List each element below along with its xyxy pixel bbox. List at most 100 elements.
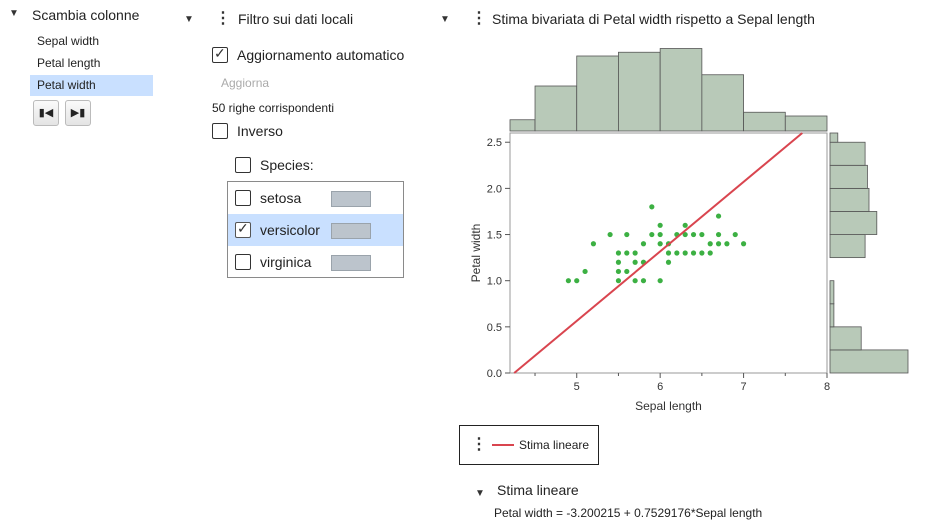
y-histogram: [829, 132, 909, 374]
y-axis-ticks: 0.0 0.5 1.0 1.5 2.0 2.5: [487, 137, 510, 380]
swap-item-petal-length[interactable]: Petal length: [37, 56, 101, 70]
swap-item-petal-width[interactable]: Petal width: [30, 75, 153, 96]
inverse-checkbox[interactable]: [212, 123, 228, 139]
data-point: [715, 241, 722, 247]
update-button[interactable]: Aggiorna: [221, 76, 270, 90]
species-item-virginica[interactable]: virginica: [228, 246, 403, 278]
y-tick-label: 1.0: [487, 276, 502, 288]
data-point: [615, 268, 622, 275]
virginica-color-swatch: [331, 255, 371, 271]
data-point: [582, 268, 588, 275]
data-point: [565, 278, 571, 284]
last-icon: ▶▮: [70, 107, 86, 119]
y-histogram-bar: [829, 280, 835, 305]
y-histogram-bar: [829, 164, 868, 189]
data-point: [699, 231, 705, 238]
x-tick-label: 5: [574, 381, 580, 393]
data-point: [707, 241, 713, 247]
first-icon: ▮◀: [38, 107, 54, 119]
data-point: [665, 250, 672, 256]
y-histogram-bar: [829, 211, 878, 235]
x-histogram-bar: [701, 74, 744, 132]
y-histogram-bar: [829, 326, 862, 351]
fit-equation: Petal width = -3.200215 + 0.7529176*Sepa…: [494, 506, 763, 520]
versicolor-color-swatch: [331, 223, 371, 239]
data-point: [624, 231, 630, 238]
x-histogram-bar: [618, 51, 661, 132]
fit-line: [513, 132, 803, 374]
species-checkbox[interactable]: [235, 157, 251, 173]
y-histogram-bar: [829, 303, 835, 328]
legend-box: ⋮ Stima lineare: [459, 425, 599, 465]
data-point: [715, 213, 722, 219]
chart-menu-icon[interactable]: ⋮: [471, 10, 487, 27]
setosa-checkbox[interactable]: [235, 190, 251, 206]
filter-menu-icon[interactable]: ⋮: [215, 10, 231, 27]
species-label: Species:: [260, 157, 314, 173]
data-point: [632, 250, 638, 256]
data-point: [632, 259, 638, 265]
x-tick-label: 7: [741, 381, 747, 393]
first-column-button[interactable]: ▮◀: [33, 100, 59, 126]
x-axis-label: Sepal length: [635, 399, 702, 413]
y-histogram-bar: [829, 141, 866, 166]
versicolor-label: versicolor: [260, 222, 320, 238]
data-point: [715, 231, 722, 238]
data-point: [740, 241, 747, 247]
y-tick-label: 0.0: [487, 368, 502, 380]
y-histogram-bar: [829, 187, 870, 212]
legend-menu-icon[interactable]: ⋮: [471, 436, 487, 453]
data-point: [732, 231, 738, 238]
collapse-swap-icon[interactable]: ▼: [9, 8, 19, 19]
filter-panel-title: Filtro sui dati locali: [238, 11, 354, 27]
data-point: [640, 278, 647, 284]
virginica-label: virginica: [260, 254, 312, 270]
x-histogram: [509, 48, 828, 132]
y-histogram-bar: [829, 349, 909, 374]
collapse-filter-icon[interactable]: ▼: [184, 14, 194, 25]
y-tick-label: 0.5: [487, 322, 502, 334]
collapse-fit-icon[interactable]: ▼: [475, 488, 485, 499]
y-histogram-bar: [829, 132, 839, 143]
data-point: [649, 231, 655, 238]
data-point: [690, 231, 697, 238]
x-tick-label: 8: [824, 381, 830, 393]
matching-rows-text: 50 righe corrispondenti: [212, 101, 335, 115]
species-item-versicolor[interactable]: versicolor: [228, 214, 403, 246]
x-histogram-bar: [576, 55, 619, 132]
data-point: [615, 259, 622, 265]
swap-item-sepal-width[interactable]: Sepal width: [37, 34, 100, 48]
versicolor-checkbox[interactable]: [235, 220, 251, 238]
data-point: [624, 250, 630, 256]
data-point: [665, 259, 672, 265]
data-point: [657, 278, 663, 284]
data-point: [615, 278, 622, 284]
x-histogram-bar: [659, 48, 703, 132]
data-point: [640, 241, 647, 247]
data-point: [682, 250, 688, 256]
data-point: [724, 241, 730, 247]
data-point: [699, 250, 705, 256]
data-point: [657, 241, 663, 247]
last-column-button[interactable]: ▶▮: [65, 100, 91, 126]
x-histogram-bar: [509, 119, 536, 132]
data-point: [690, 250, 697, 256]
legend-label: Stima lineare: [519, 438, 590, 452]
species-item-setosa[interactable]: setosa: [228, 182, 403, 214]
x-tick-label: 6: [657, 381, 663, 393]
x-axis-ticks: 5 6 7 8: [534, 373, 830, 393]
collapse-chart-icon[interactable]: ▼: [440, 14, 450, 25]
data-point: [649, 204, 655, 210]
data-point: [657, 231, 663, 238]
auto-update-checkbox[interactable]: [212, 45, 228, 63]
legend-line-swatch: [492, 444, 514, 446]
virginica-checkbox[interactable]: [235, 254, 251, 270]
y-tick-label: 2.5: [487, 137, 502, 149]
y-axis-label: Petal width: [469, 224, 483, 283]
data-point: [590, 241, 597, 247]
auto-update-label: Aggiornamento automatico: [237, 47, 405, 63]
data-point: [682, 231, 688, 238]
data-point: [624, 268, 630, 275]
chart-title: Stima bivariata di Petal width rispetto …: [492, 11, 815, 27]
data-point: [674, 250, 680, 256]
